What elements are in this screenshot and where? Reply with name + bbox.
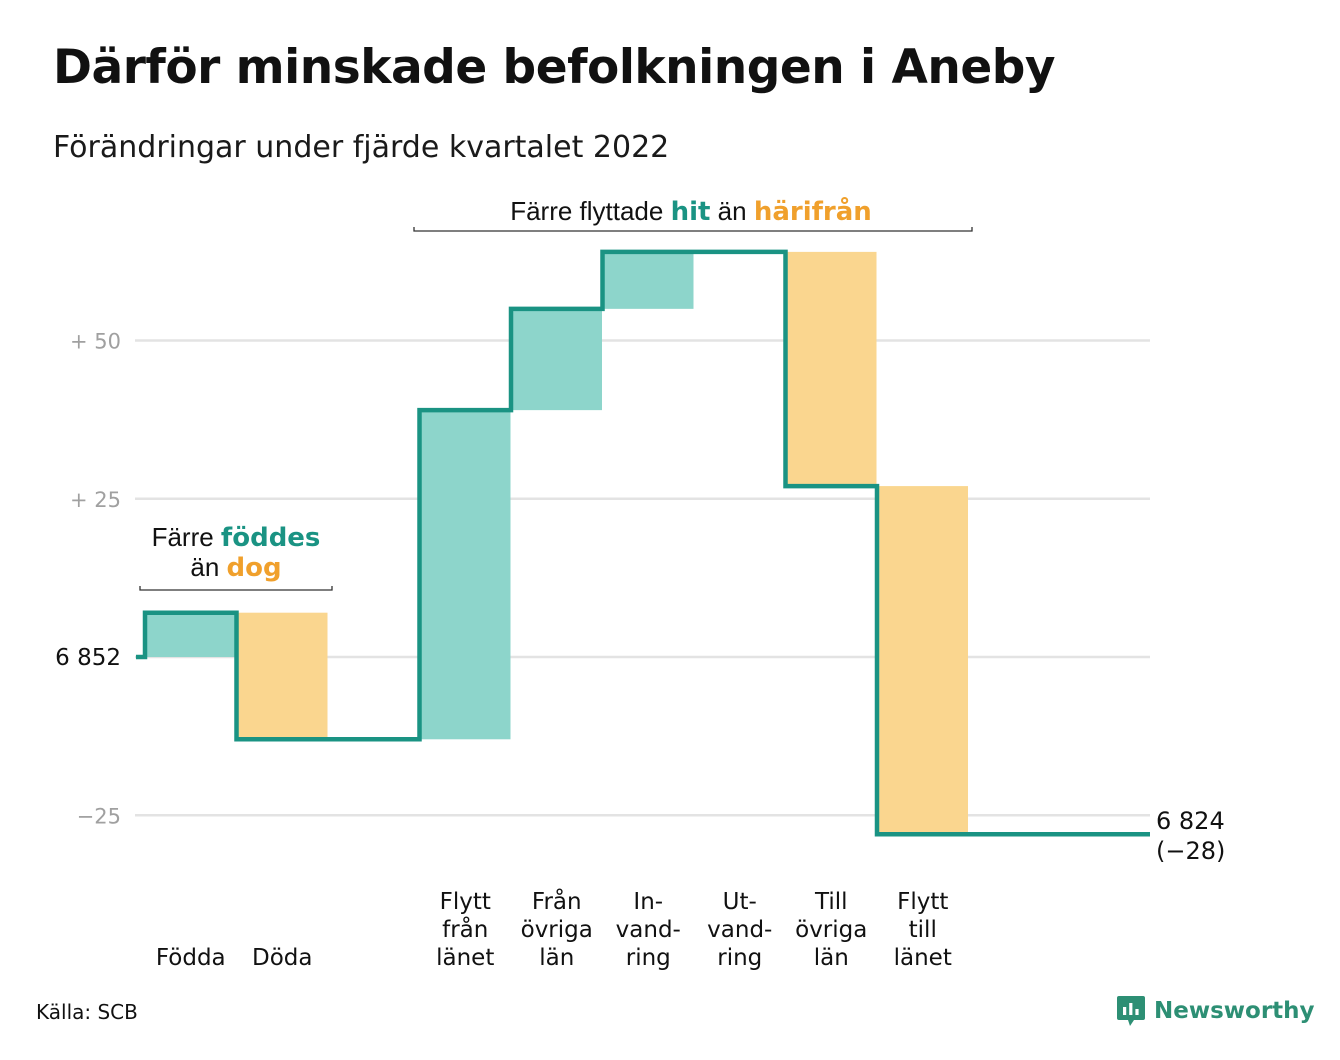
cumulative-step-line — [136, 249, 1150, 837]
x-tick-label: Från — [532, 887, 582, 915]
births-text-hit: föddes — [221, 523, 321, 553]
births-text-c: än — [190, 552, 226, 582]
y-baseline-label: 6 852 — [55, 645, 121, 671]
end-change-label: (−28) — [1156, 837, 1225, 865]
x-tick-label: Flytt — [440, 889, 491, 915]
bar-in — [602, 251, 694, 309]
moves-text-a: Färre flyttade — [510, 196, 670, 226]
x-tick-label: vand- — [616, 917, 681, 943]
svg-text:än dog: än dog — [190, 552, 281, 583]
y-tick-label: + 50 — [70, 330, 121, 354]
bar-out — [877, 486, 968, 835]
svg-text:Färre flyttade hit än härifrån: Färre flyttade hit än härifrån — [510, 195, 872, 227]
y-tick-label: + 25 — [70, 488, 121, 512]
newsworthy-icon — [1117, 996, 1145, 1026]
bar-in — [511, 308, 602, 411]
moves-text-c: än — [710, 196, 753, 226]
brand-logo: Newsworthy — [1116, 994, 1315, 1028]
births-annotation: Färre föddes än dog — [139, 522, 333, 591]
x-tick-label: ring — [626, 945, 671, 971]
x-tick-label: länet — [894, 945, 952, 971]
x-tick-label: övriga — [795, 917, 867, 943]
x-tick-label: Döda — [252, 945, 312, 971]
x-tick-label: från — [442, 915, 488, 943]
x-tick-label: län — [814, 945, 849, 971]
x-tick-label: Flytt — [897, 889, 948, 915]
end-value-label: 6 824 — [1156, 807, 1225, 835]
x-tick-label: In- — [633, 889, 663, 915]
x-tick-label: Födda — [156, 945, 226, 971]
moves-text-harifran: härifrån — [754, 195, 872, 227]
births-text-dog: dog — [227, 553, 282, 583]
svg-text:Färre föddes: Färre föddes — [152, 522, 321, 553]
y-tick-label: −25 — [77, 804, 121, 828]
x-tick-label: ring — [717, 945, 762, 971]
source-note: Källa: SCB — [36, 1000, 138, 1024]
brand-name: Newsworthy — [1154, 998, 1315, 1024]
bar-out — [236, 612, 328, 740]
bar-in — [145, 612, 236, 657]
births-bracket — [139, 586, 333, 591]
moves-bracket — [413, 227, 973, 232]
moves-text-hit: hit — [671, 197, 711, 227]
waterfall-chart: + 50+ 256 852−25 Födda DödaFlyttfrånlänet… — [55, 195, 1225, 971]
bar-in — [419, 410, 511, 740]
x-tick-label: till — [909, 917, 937, 943]
x-tick-label: länet — [436, 945, 494, 971]
x-tick-label: Till — [814, 889, 848, 915]
x-tick-label: vand- — [707, 917, 772, 943]
x-tick-label: län — [539, 945, 574, 971]
bar-out — [785, 251, 877, 487]
chart-subtitle: Förändringar under fjärde kvartalet 2022 — [53, 130, 670, 165]
x-tick-label: Ut- — [723, 889, 757, 915]
chart-title: Därför minskade befolkningen i Aneby — [53, 40, 1056, 95]
x-tick-label: övriga — [521, 917, 593, 943]
moves-annotation: Färre flyttade hit än härifrån — [413, 195, 973, 232]
births-text-a: Färre — [152, 522, 221, 552]
